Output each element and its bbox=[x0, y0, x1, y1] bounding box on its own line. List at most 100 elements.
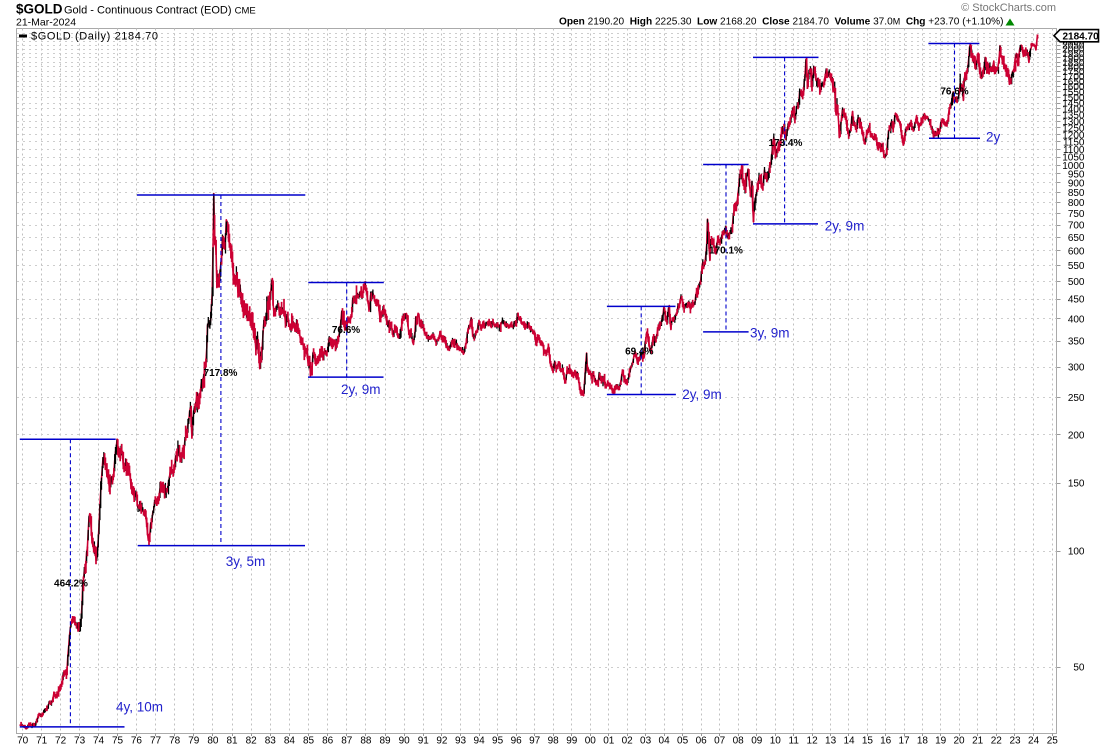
svg-text:1050: 1050 bbox=[1062, 153, 1085, 164]
svg-text:250: 250 bbox=[1068, 393, 1085, 404]
svg-text:85: 85 bbox=[303, 736, 315, 747]
svg-text:1750: 1750 bbox=[1062, 67, 1085, 78]
svg-text:82: 82 bbox=[246, 736, 258, 747]
svg-text:600: 600 bbox=[1068, 246, 1085, 257]
svg-text:84: 84 bbox=[284, 736, 296, 747]
svg-text:91: 91 bbox=[418, 736, 430, 747]
svg-text:25: 25 bbox=[1047, 736, 1059, 747]
svg-text:1700: 1700 bbox=[1062, 72, 1085, 83]
svg-text:22: 22 bbox=[991, 736, 1003, 747]
svg-text:89: 89 bbox=[379, 736, 391, 747]
svg-text:173.4%: 173.4% bbox=[768, 138, 802, 149]
svg-text:76: 76 bbox=[131, 736, 143, 747]
svg-text:2000: 2000 bbox=[1062, 45, 1085, 56]
svg-text:15: 15 bbox=[862, 736, 874, 747]
svg-text:© StockCharts.com: © StockCharts.com bbox=[961, 2, 1056, 14]
svg-text:81: 81 bbox=[226, 736, 238, 747]
svg-text:86: 86 bbox=[322, 736, 334, 747]
svg-text:4y, 10m: 4y, 10m bbox=[116, 700, 163, 715]
svg-text:98: 98 bbox=[548, 736, 560, 747]
svg-text:96: 96 bbox=[511, 736, 523, 747]
svg-text:20: 20 bbox=[953, 736, 965, 747]
svg-text:79: 79 bbox=[188, 736, 200, 747]
svg-text:1500: 1500 bbox=[1062, 93, 1085, 104]
svg-text:Gold - Continuous Contract (EO: Gold - Continuous Contract (EOD) CME bbox=[64, 5, 256, 17]
svg-text:150: 150 bbox=[1068, 479, 1085, 490]
svg-text:700: 700 bbox=[1068, 221, 1085, 232]
svg-text:2y, 9m: 2y, 9m bbox=[341, 382, 381, 397]
svg-text:78: 78 bbox=[169, 736, 181, 747]
svg-text:06: 06 bbox=[696, 736, 708, 747]
svg-text:94: 94 bbox=[474, 736, 486, 747]
svg-text:950: 950 bbox=[1068, 169, 1085, 180]
svg-text:74: 74 bbox=[93, 736, 105, 747]
svg-text:800: 800 bbox=[1068, 198, 1085, 209]
svg-text:17: 17 bbox=[898, 736, 910, 747]
svg-text:19: 19 bbox=[935, 736, 947, 747]
svg-text:750: 750 bbox=[1068, 209, 1085, 220]
svg-text:08: 08 bbox=[733, 736, 745, 747]
svg-text:88: 88 bbox=[360, 736, 372, 747]
svg-text:02: 02 bbox=[622, 736, 634, 747]
svg-text:76.6%: 76.6% bbox=[940, 86, 968, 97]
svg-text:75: 75 bbox=[112, 736, 124, 747]
svg-text:$GOLD: $GOLD bbox=[16, 2, 63, 17]
svg-text:04: 04 bbox=[659, 736, 671, 747]
svg-text:71: 71 bbox=[36, 736, 48, 747]
svg-text:2y, 9m: 2y, 9m bbox=[825, 219, 865, 234]
svg-text:09: 09 bbox=[751, 736, 763, 747]
svg-text:850: 850 bbox=[1068, 188, 1085, 199]
svg-text:1600: 1600 bbox=[1062, 82, 1085, 93]
svg-text:70: 70 bbox=[17, 736, 29, 747]
svg-text:1950: 1950 bbox=[1062, 49, 1085, 60]
svg-text:05: 05 bbox=[677, 736, 689, 747]
svg-text:14: 14 bbox=[843, 736, 855, 747]
svg-text:900: 900 bbox=[1068, 179, 1085, 190]
svg-text:92: 92 bbox=[436, 736, 448, 747]
svg-text:2050: 2050 bbox=[1062, 41, 1085, 52]
svg-text:500: 500 bbox=[1068, 277, 1085, 288]
svg-text:69.4%: 69.4% bbox=[625, 347, 653, 358]
svg-text:23: 23 bbox=[1009, 736, 1021, 747]
svg-text:170.1%: 170.1% bbox=[709, 245, 743, 256]
svg-text:464.2%: 464.2% bbox=[54, 579, 88, 590]
svg-text:16: 16 bbox=[880, 736, 892, 747]
svg-text:1100: 1100 bbox=[1063, 145, 1085, 156]
svg-text:95: 95 bbox=[492, 736, 504, 747]
svg-text:21-Mar-2024: 21-Mar-2024 bbox=[16, 17, 76, 29]
svg-text:1650: 1650 bbox=[1062, 77, 1085, 88]
svg-text:99: 99 bbox=[566, 736, 578, 747]
svg-text:1450: 1450 bbox=[1062, 99, 1085, 110]
svg-text:24: 24 bbox=[1028, 736, 1040, 747]
svg-text:300: 300 bbox=[1068, 363, 1085, 374]
svg-text:50: 50 bbox=[1073, 663, 1085, 674]
svg-text:3y, 5m: 3y, 5m bbox=[226, 554, 266, 569]
svg-text:2184.70: 2184.70 bbox=[1063, 32, 1100, 43]
svg-text:350: 350 bbox=[1068, 337, 1085, 348]
svg-text:01: 01 bbox=[603, 736, 615, 747]
svg-text:1300: 1300 bbox=[1062, 117, 1085, 128]
svg-text:10: 10 bbox=[770, 736, 782, 747]
svg-text:1400: 1400 bbox=[1062, 105, 1085, 116]
svg-text:13: 13 bbox=[825, 736, 837, 747]
svg-text:1800: 1800 bbox=[1062, 62, 1085, 73]
svg-text:1200: 1200 bbox=[1062, 130, 1085, 141]
svg-text:97: 97 bbox=[529, 736, 541, 747]
svg-text:21: 21 bbox=[972, 736, 984, 747]
svg-text:2y: 2y bbox=[986, 130, 1001, 145]
svg-text:3y, 9m: 3y, 9m bbox=[750, 326, 790, 341]
svg-text:11: 11 bbox=[789, 736, 800, 747]
svg-text:1550: 1550 bbox=[1062, 87, 1085, 98]
svg-text:1900: 1900 bbox=[1062, 53, 1085, 64]
svg-text:00: 00 bbox=[585, 736, 597, 747]
svg-text:03: 03 bbox=[640, 736, 652, 747]
svg-text:2y, 9m: 2y, 9m bbox=[682, 387, 722, 402]
svg-text:650: 650 bbox=[1068, 233, 1085, 244]
svg-text:07: 07 bbox=[714, 736, 726, 747]
svg-text:1850: 1850 bbox=[1062, 58, 1085, 69]
svg-text:90: 90 bbox=[399, 736, 411, 747]
svg-text:200: 200 bbox=[1068, 430, 1085, 441]
svg-text:93: 93 bbox=[455, 736, 467, 747]
svg-text:18: 18 bbox=[917, 736, 929, 747]
svg-text:450: 450 bbox=[1068, 295, 1085, 306]
